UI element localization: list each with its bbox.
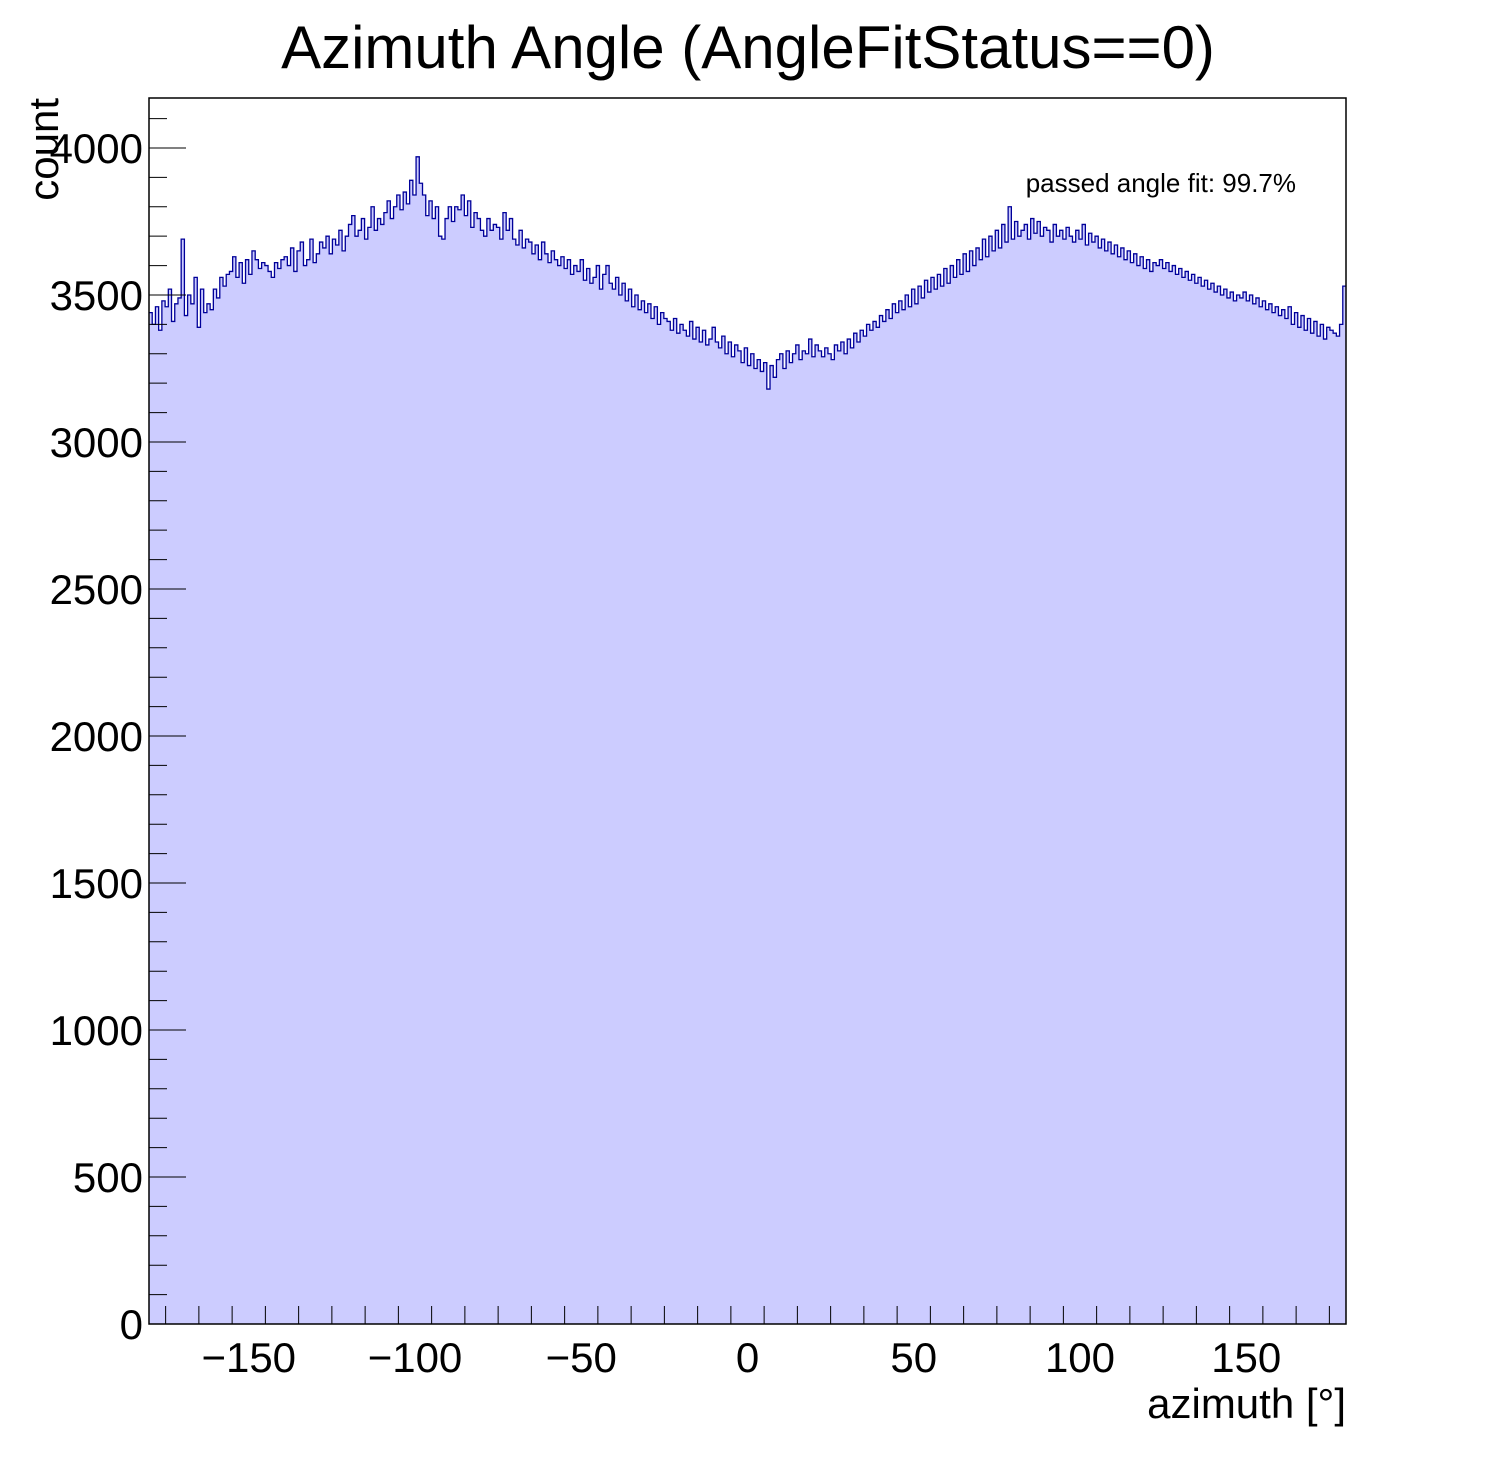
x-tick-label: −150 <box>201 1334 296 1381</box>
plot-area: −150 −100 −50 0 50 100 150 0 500 1000 1500 2000 250… <box>50 97 1347 1381</box>
x-tick-label: 150 <box>1211 1334 1281 1381</box>
y-tick-label: 2500 <box>50 566 143 613</box>
x-tick-label: 100 <box>1045 1334 1115 1381</box>
y-tick-label: 4000 <box>50 125 143 172</box>
chart-title: Azimuth Angle (AngleFitStatus==0) <box>281 14 1215 81</box>
y-tick-label: 3000 <box>50 419 143 466</box>
histogram-outline <box>149 156 1346 390</box>
y-tick-label: 1500 <box>50 860 143 907</box>
x-tick-label: 0 <box>736 1334 759 1381</box>
y-tick-label: 0 <box>120 1301 143 1348</box>
y-tick-label: 500 <box>73 1154 143 1201</box>
y-axis-label: count <box>20 98 67 201</box>
x-axis: −150 −100 −50 0 50 100 150 <box>165 1306 1330 1381</box>
y-tick-label: 1000 <box>50 1007 143 1054</box>
x-tick-label: −50 <box>546 1334 617 1381</box>
plot-frame <box>148 97 1347 1325</box>
annotation-passed-angle-fit: passed angle fit: 99.7% <box>1026 168 1296 198</box>
x-axis-label: azimuth [°] <box>1147 1380 1346 1427</box>
y-tick-label: 2000 <box>50 713 143 760</box>
y-tick-label: 3500 <box>50 272 143 319</box>
histogram-fill <box>149 156 1346 1324</box>
y-axis: 0 500 1000 1500 2000 2500 3000 3500 4000 <box>50 118 186 1348</box>
x-tick-label: −100 <box>368 1334 463 1381</box>
x-tick-label: 50 <box>890 1334 937 1381</box>
